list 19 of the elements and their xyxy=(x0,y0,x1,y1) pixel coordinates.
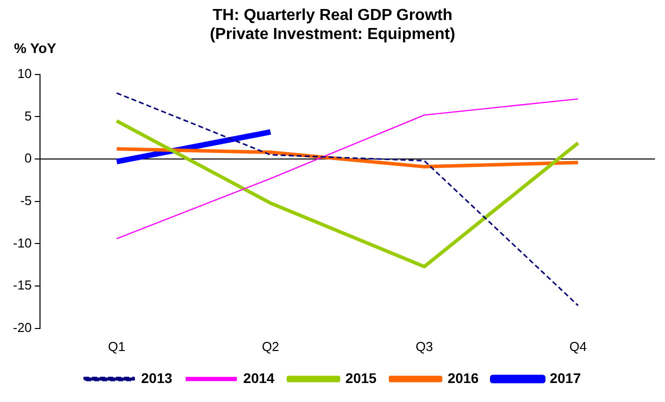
y-tick-label: -5 xyxy=(20,192,32,208)
chart-title: TH: Quarterly Real GDP Growth (Private Investment: Equipment) xyxy=(210,7,456,44)
x-tick-label: Q4 xyxy=(569,338,587,354)
line-series xyxy=(116,92,579,306)
legend-label: 2015 xyxy=(345,370,377,386)
x-tick-label: Q3 xyxy=(416,338,433,354)
legend-label: 2013 xyxy=(141,370,172,386)
y-tick-label: 5 xyxy=(24,108,32,124)
legend-label: 2017 xyxy=(550,370,582,386)
y-tick-label: -15 xyxy=(12,278,32,293)
y-axis-title: % YoY xyxy=(14,40,56,56)
x-tick-label: Q2 xyxy=(262,338,280,354)
y-tick-label: 10 xyxy=(17,66,32,81)
y-tick-label: -10 xyxy=(12,235,32,250)
y-tick-label: 0 xyxy=(24,150,32,166)
legend-label: 2014 xyxy=(243,370,275,386)
legend-label: 2016 xyxy=(448,370,479,386)
y-tick-label: -20 xyxy=(12,320,32,335)
x-tick-label: Q1 xyxy=(108,338,126,354)
